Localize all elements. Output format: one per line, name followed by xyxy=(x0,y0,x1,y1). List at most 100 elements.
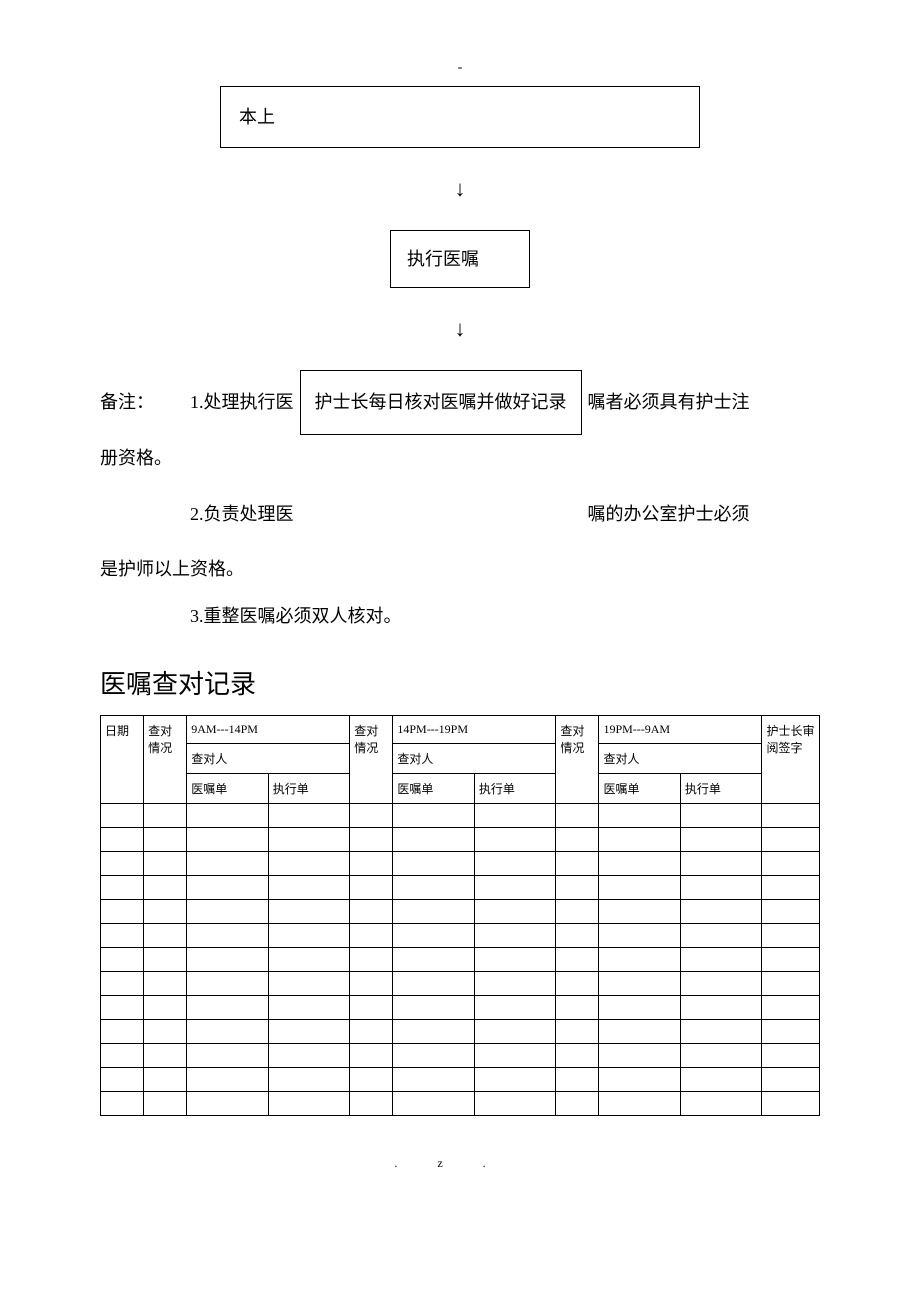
table-cell xyxy=(144,1043,187,1067)
th-exec-2: 执行单 xyxy=(474,773,555,803)
table-cell xyxy=(350,851,393,875)
table-cell xyxy=(101,827,144,851)
table-cell xyxy=(599,995,680,1019)
table-cell xyxy=(762,1067,820,1091)
table-cell xyxy=(762,803,820,827)
table-cell xyxy=(762,827,820,851)
table-cell xyxy=(187,995,268,1019)
table-cell xyxy=(393,995,474,1019)
table-cell xyxy=(599,1043,680,1067)
table-row xyxy=(101,899,820,923)
th-status-3: 查对情况 xyxy=(556,715,599,803)
table-cell xyxy=(144,947,187,971)
table-cell xyxy=(762,1091,820,1115)
table-cell xyxy=(599,851,680,875)
table-cell xyxy=(393,1091,474,1115)
table-cell xyxy=(144,851,187,875)
table-cell xyxy=(762,1019,820,1043)
table-cell xyxy=(556,875,599,899)
table-cell xyxy=(599,899,680,923)
table-cell xyxy=(474,851,555,875)
table-cell xyxy=(350,875,393,899)
table-row xyxy=(101,947,820,971)
table-cell xyxy=(680,971,762,995)
table-cell xyxy=(474,803,555,827)
table-cell xyxy=(680,827,762,851)
table-cell xyxy=(350,995,393,1019)
table-cell xyxy=(599,1091,680,1115)
table-cell xyxy=(393,923,474,947)
th-order-2: 医嘱单 xyxy=(393,773,474,803)
th-sign: 护士长审阅签字 xyxy=(762,715,820,803)
table-cell xyxy=(474,947,555,971)
table-cell xyxy=(474,1043,555,1067)
table-cell xyxy=(187,1019,268,1043)
flow-box-mid-text: 执行医嘱 xyxy=(407,249,479,269)
table-cell xyxy=(393,851,474,875)
table-cell xyxy=(474,875,555,899)
flow-box-inline: 护士长每日核对医嘱并做好记录 xyxy=(300,370,582,435)
table-cell xyxy=(101,875,144,899)
table-cell xyxy=(101,803,144,827)
table-cell xyxy=(268,923,349,947)
table-cell xyxy=(187,875,268,899)
table-cell xyxy=(474,923,555,947)
table-cell xyxy=(268,803,349,827)
table-cell xyxy=(474,1019,555,1043)
table-cell xyxy=(144,1091,187,1115)
table-cell xyxy=(680,803,762,827)
th-shift1: 9AM---14PM xyxy=(187,715,350,743)
table-cell xyxy=(556,899,599,923)
table-cell xyxy=(393,803,474,827)
table-cell xyxy=(144,971,187,995)
table-cell xyxy=(268,827,349,851)
table-cell xyxy=(680,875,762,899)
th-order-1: 医嘱单 xyxy=(187,773,268,803)
table-cell xyxy=(350,899,393,923)
table-cell xyxy=(101,899,144,923)
table-cell xyxy=(556,1067,599,1091)
table-cell xyxy=(556,1019,599,1043)
notes-line2-right: 嘱的办公室护士必须 xyxy=(588,491,750,538)
table-cell xyxy=(762,971,820,995)
table-row xyxy=(101,875,820,899)
table-cell xyxy=(556,803,599,827)
table-cell xyxy=(268,1091,349,1115)
table-row xyxy=(101,1019,820,1043)
table-row xyxy=(101,923,820,947)
table-cell xyxy=(187,971,268,995)
th-checker-3: 查对人 xyxy=(599,743,762,773)
notes-section: 备注： 1.处理执行医 护士长每日核对医嘱并做好记录 嘱者必须具有护士注 册资格… xyxy=(100,370,820,640)
table-cell xyxy=(599,827,680,851)
table-cell xyxy=(762,1043,820,1067)
table-row xyxy=(101,995,820,1019)
table-cell xyxy=(350,1091,393,1115)
table-cell xyxy=(350,803,393,827)
page-footer: .z. xyxy=(100,1156,820,1171)
table-cell xyxy=(556,995,599,1019)
table-cell xyxy=(350,971,393,995)
table-cell xyxy=(680,899,762,923)
table-cell xyxy=(762,947,820,971)
table-cell xyxy=(101,971,144,995)
flow-box-top: 本上 xyxy=(220,86,700,148)
table-row xyxy=(101,1091,820,1115)
table-cell xyxy=(268,899,349,923)
table-cell xyxy=(762,899,820,923)
table-cell xyxy=(187,899,268,923)
table-cell xyxy=(393,947,474,971)
table-cell xyxy=(144,899,187,923)
table-cell xyxy=(680,947,762,971)
table-row xyxy=(101,1043,820,1067)
table-row xyxy=(101,851,820,875)
table-cell xyxy=(144,923,187,947)
table-cell xyxy=(393,1043,474,1067)
notes-label: 备注： xyxy=(100,379,190,426)
table-cell xyxy=(101,1019,144,1043)
table-cell xyxy=(187,923,268,947)
table-cell xyxy=(144,1067,187,1091)
th-checker-2: 查对人 xyxy=(393,743,556,773)
record-table-body xyxy=(101,803,820,1115)
top-dash-mark: - xyxy=(100,60,820,76)
table-cell xyxy=(101,1091,144,1115)
